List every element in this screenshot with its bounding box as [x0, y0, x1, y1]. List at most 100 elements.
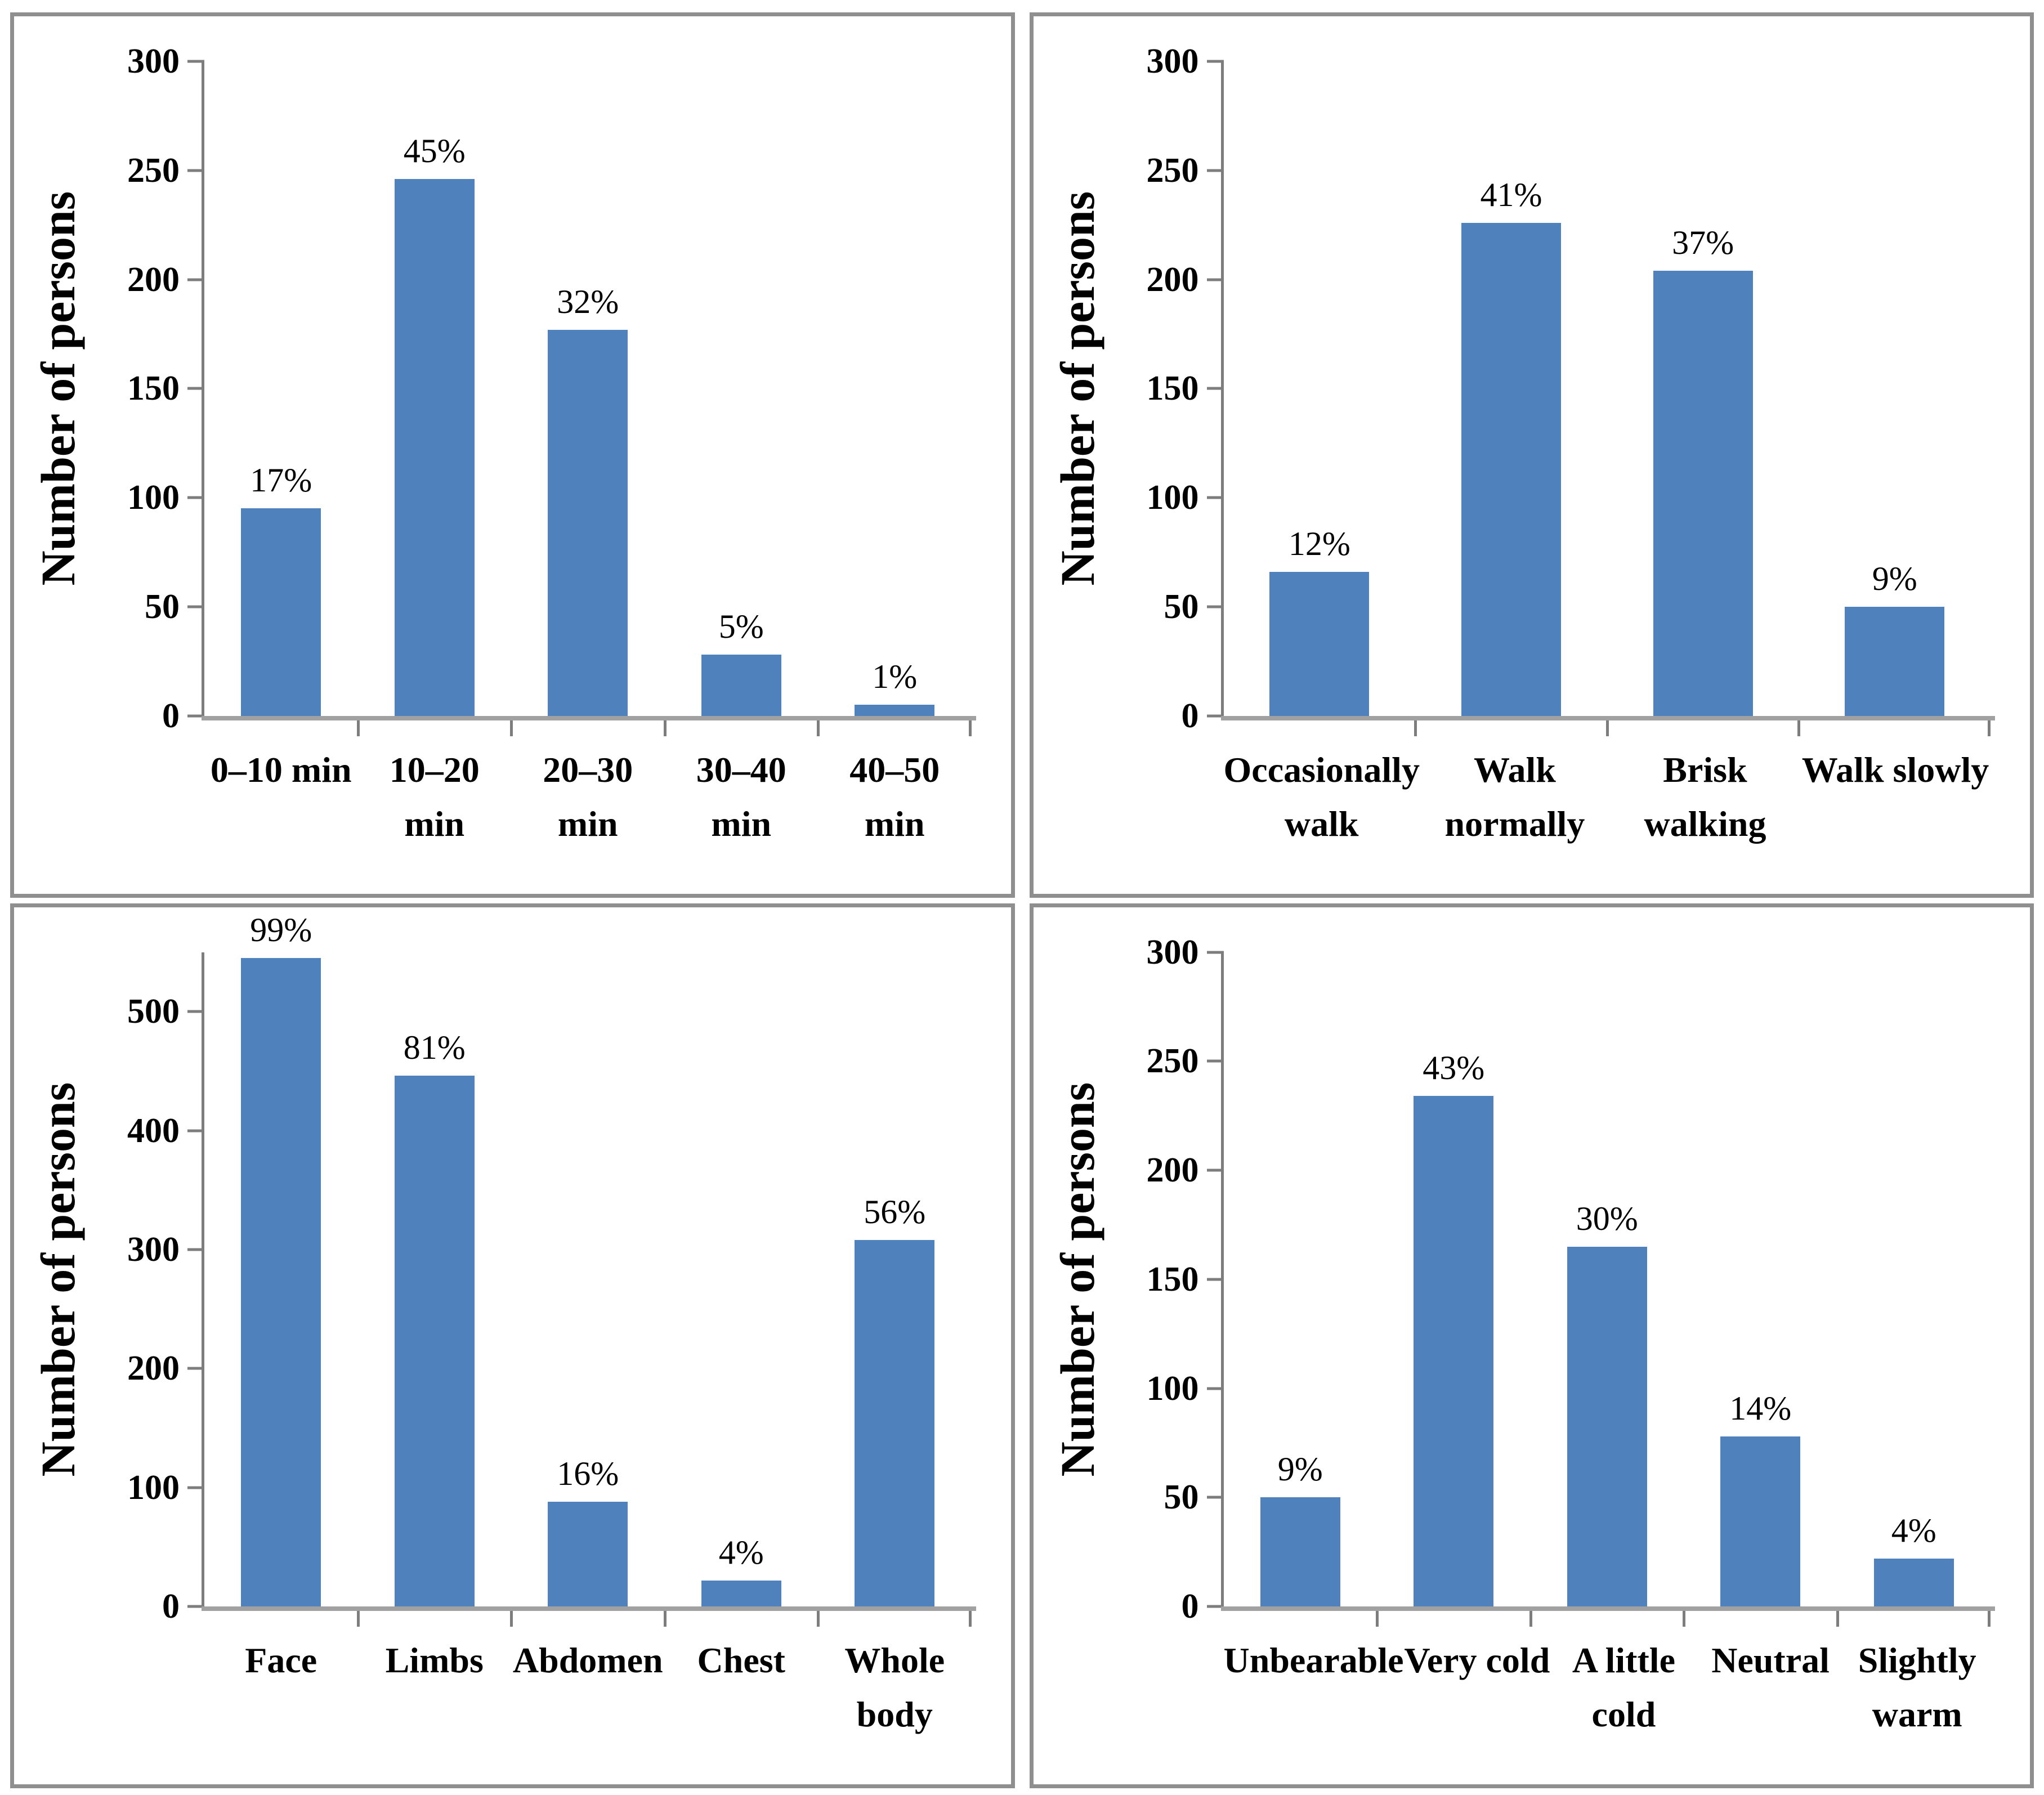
x-tick-mark: [968, 720, 972, 736]
category-slot: 45%: [358, 61, 512, 716]
bar: [1720, 1436, 1801, 1606]
bar: [701, 1580, 781, 1606]
y-tick-mark: [187, 1129, 204, 1132]
bar-value-label: 9%: [1872, 559, 1917, 597]
bar: [241, 508, 321, 716]
bar: [1567, 1246, 1647, 1606]
x-tick-mark: [356, 720, 360, 736]
y-tick-label: 400: [127, 1111, 180, 1150]
chart-panel-body-part: Number of persons 0 100 200 300 400 500 99% 81% 1…: [10, 903, 1015, 1788]
y-tick-mark: [187, 1486, 204, 1489]
x-tick-mark: [1414, 720, 1417, 736]
y-tick-mark: [1206, 60, 1224, 63]
category-slot: 81%: [358, 952, 512, 1606]
y-tick-mark: [1206, 1169, 1224, 1172]
y-tick-mark: [1206, 387, 1224, 390]
bar-value-label: 4%: [718, 1533, 764, 1571]
y-tick-mark: [187, 1605, 204, 1608]
bar-value-label: 1%: [872, 658, 918, 696]
y-tick-label: 300: [127, 42, 180, 80]
y-tick-mark: [1206, 714, 1224, 717]
y-axis-title: Number of persons: [31, 191, 85, 586]
bar: [855, 1240, 935, 1606]
bar-value-label: 16%: [557, 1455, 619, 1492]
x-tick-mark: [1529, 1611, 1532, 1627]
bar-value-label: 56%: [864, 1193, 926, 1230]
bar-value-label: 81%: [403, 1029, 466, 1067]
x-tick-mark: [510, 1611, 513, 1627]
y-tick-label: 0: [1181, 1587, 1199, 1626]
x-tick-mark: [1836, 1611, 1839, 1627]
x-tick-mark: [1797, 720, 1801, 736]
bar: [701, 655, 781, 716]
y-tick-label: 200: [127, 260, 180, 299]
bar-value-label: 45%: [403, 132, 466, 170]
y-tick-mark: [1206, 605, 1224, 608]
charts-grid: Number of persons 0 50 100 150 200 250 300 17% 45…: [10, 12, 2034, 1788]
y-tick-label: 50: [145, 587, 180, 626]
y-tick-label: 150: [127, 369, 180, 408]
bar-value-label: 30%: [1576, 1199, 1638, 1237]
category-label: Neutral: [1711, 1640, 1830, 1680]
category-slot: 37%: [1607, 61, 1799, 716]
chart-panel-exposure-duration: Number of persons 0 50 100 150 200 250 300 17% 45…: [10, 12, 1015, 898]
y-tick-label: 300: [1146, 933, 1199, 972]
y-tick-mark: [1206, 278, 1224, 281]
y-axis-tick-column: 0 50 100 150 200 250 300: [92, 44, 204, 733]
x-tick-mark: [1988, 720, 1991, 736]
y-axis-title: Number of persons: [31, 1082, 85, 1477]
x-tick-mark: [1605, 720, 1609, 736]
bar: [1260, 1497, 1340, 1606]
category-slot: 32%: [511, 61, 665, 716]
category-label: Occasionally walk: [1223, 749, 1420, 844]
plot-area: 17% 45% 32% 5% 1%: [202, 61, 976, 736]
x-tick-mark: [356, 1611, 360, 1627]
bar-value-label: 12%: [1288, 525, 1350, 562]
y-tick-label: 0: [1181, 696, 1199, 735]
category-label: Whole body: [844, 1640, 945, 1734]
category-slot: 17%: [204, 61, 358, 716]
category-slot: 99%: [204, 912, 358, 1606]
bar-value-label: 43%: [1423, 1049, 1485, 1087]
chart-panel-thermal-sensation: Number of persons 0 50 100 150 200 250 300 9% 43%…: [1029, 903, 2034, 1788]
y-tick-label: 250: [1146, 1042, 1199, 1081]
y-tick-mark: [1206, 1059, 1224, 1063]
category-label: Chest: [697, 1640, 785, 1680]
category-label: Brisk walking: [1644, 749, 1766, 844]
y-tick-mark: [1206, 951, 1224, 954]
bar: [394, 179, 475, 716]
y-tick-label: 100: [127, 478, 180, 517]
x-tick-mark: [1683, 1611, 1685, 1627]
category-label: 0–10 min: [210, 749, 352, 790]
y-tick-label: 150: [1146, 369, 1199, 408]
category-slot: 9%: [1799, 61, 1991, 716]
y-tick-mark: [1206, 1278, 1224, 1281]
x-tick-mark: [817, 1611, 820, 1627]
x-axis-labels: Occasionally walk Walk normally Brisk walk…: [1224, 716, 1991, 885]
category-slot: 16%: [511, 952, 665, 1606]
category-slot: 4%: [665, 952, 819, 1606]
y-tick-mark: [1206, 1387, 1224, 1390]
x-tick-mark: [1988, 1611, 1991, 1627]
y-axis-tick-column: 0 100 200 300 400 500: [92, 952, 204, 1624]
y-tick-label: 150: [1146, 1260, 1199, 1299]
category-label: A little cold: [1572, 1640, 1675, 1734]
y-tick-label: 500: [127, 992, 180, 1031]
plot-area: 12% 41% 37% 9%: [1220, 61, 1995, 736]
bar: [548, 1502, 628, 1606]
x-axis-line: [1220, 1606, 1995, 1611]
bar: [241, 958, 321, 1606]
x-tick-mark: [817, 720, 820, 736]
x-axis-line: [1220, 715, 1995, 720]
category-label: Slightly warm: [1858, 1640, 1976, 1734]
category-slot: 43%: [1377, 952, 1531, 1606]
y-tick-mark: [187, 1248, 204, 1251]
chart-panel-walking-style: Number of persons 0 50 100 150 200 250 300 12% 41…: [1029, 12, 2034, 898]
bar: [1873, 1558, 1954, 1606]
category-slot: 12%: [1224, 61, 1416, 716]
y-tick-mark: [187, 60, 204, 63]
bar-value-label: 99%: [250, 911, 312, 949]
bar-value-label: 37%: [1672, 224, 1734, 261]
category-slot: 1%: [818, 61, 972, 716]
category-slot: 9%: [1224, 952, 1377, 1606]
